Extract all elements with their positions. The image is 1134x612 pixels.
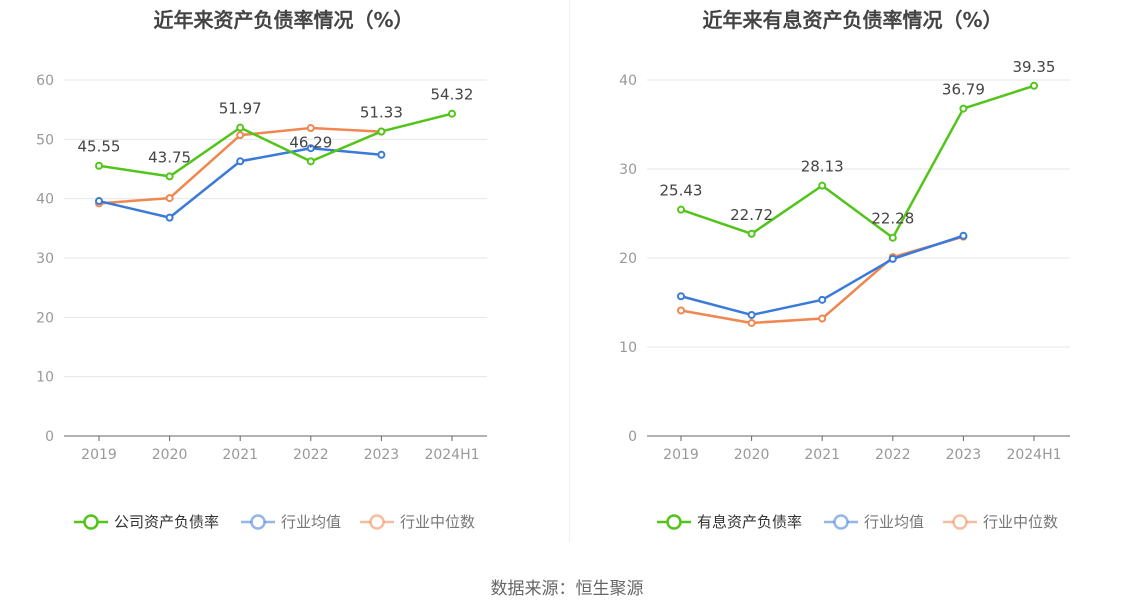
x-tick-label: 2019 bbox=[663, 447, 699, 463]
interest-bearing-liability-chart: 近年来有息资产负债率情况（%） 0 10 20 30 40 2019 2020 2021 202… bbox=[571, 0, 1134, 560]
data-source-value: 恒生聚源 bbox=[575, 579, 644, 599]
series-line bbox=[680, 84, 1035, 239]
data-label: 22.28 bbox=[871, 210, 914, 228]
data-label: 54.32 bbox=[431, 86, 474, 104]
legend-item: 行业均值 bbox=[241, 513, 341, 531]
data-point bbox=[747, 229, 756, 238]
data-point bbox=[306, 157, 315, 166]
data-label: 43.75 bbox=[148, 148, 191, 166]
legend-label: 行业中位数 bbox=[400, 513, 475, 531]
legend-marker bbox=[666, 514, 682, 530]
data-point bbox=[747, 318, 756, 327]
data-point bbox=[306, 144, 315, 153]
data-point bbox=[677, 306, 685, 315]
legend-marker bbox=[833, 514, 849, 530]
data-point bbox=[888, 233, 897, 242]
chart-title: 近年来资产负债率情况（%） bbox=[153, 8, 414, 32]
data-label: 46.29 bbox=[289, 133, 332, 151]
data-label: 39.35 bbox=[1013, 58, 1056, 76]
y-tick-label: 20 bbox=[619, 251, 637, 267]
data-point bbox=[377, 127, 386, 136]
data-source: 数据来源：恒生聚源 bbox=[0, 574, 1134, 599]
data-label: 25.43 bbox=[660, 182, 703, 200]
data-point bbox=[236, 157, 245, 166]
x-tick-label: 2020 bbox=[152, 447, 188, 463]
data-point bbox=[377, 150, 386, 159]
y-tick-label: 0 bbox=[45, 429, 54, 445]
data-point bbox=[1030, 81, 1038, 90]
y-tick-label: 10 bbox=[36, 370, 54, 386]
data-point bbox=[236, 131, 245, 140]
x-tick-label: 2024H1 bbox=[1006, 447, 1061, 463]
legend-item: 行业中位数 bbox=[943, 513, 1058, 531]
asset-liability-plot: 0 10 20 30 40 50 60 2019 2020 2021 2022 2023 2024H1 4… bbox=[36, 73, 487, 531]
data-label: 28.13 bbox=[801, 158, 844, 176]
y-tick-label: 60 bbox=[36, 73, 54, 89]
data-point bbox=[165, 213, 174, 222]
data-label: 45.55 bbox=[78, 138, 121, 156]
x-tick-label: 2019 bbox=[81, 447, 117, 463]
y-tick-label: 10 bbox=[619, 340, 637, 356]
series-line bbox=[98, 112, 453, 178]
y-tick-label: 40 bbox=[36, 192, 54, 208]
legend-marker bbox=[250, 514, 266, 530]
x-tick-label: 2022 bbox=[293, 447, 329, 463]
data-point bbox=[818, 181, 827, 190]
data-label: 22.72 bbox=[730, 206, 773, 224]
y-tick-label: 50 bbox=[36, 132, 54, 148]
legend-item: 行业均值 bbox=[824, 513, 924, 531]
data-label: 51.33 bbox=[360, 103, 403, 121]
y-tick-label: 30 bbox=[36, 251, 54, 267]
data-point bbox=[747, 310, 756, 319]
data-label: 36.79 bbox=[942, 81, 985, 99]
x-tick-label: 2023 bbox=[946, 447, 982, 463]
legend-label: 行业中位数 bbox=[983, 513, 1058, 531]
data-label: 51.97 bbox=[219, 100, 262, 118]
y-tick-label: 40 bbox=[619, 73, 637, 89]
data-point bbox=[888, 254, 897, 263]
legend-label: 有息资产负债率 bbox=[697, 513, 802, 531]
legend-item: 行业中位数 bbox=[360, 513, 475, 531]
x-tick-label: 2022 bbox=[875, 447, 911, 463]
panel-divider bbox=[569, 0, 570, 542]
data-point bbox=[677, 292, 685, 301]
x-tick-label: 2021 bbox=[804, 447, 840, 463]
data-point bbox=[818, 314, 827, 323]
legend-marker bbox=[369, 514, 385, 530]
data-source-label: 数据来源： bbox=[490, 579, 576, 599]
x-tick-label: 2021 bbox=[222, 447, 258, 463]
legend-label: 行业均值 bbox=[864, 513, 924, 531]
data-point bbox=[236, 123, 245, 132]
legend-label: 行业均值 bbox=[281, 513, 341, 531]
legend-label: 公司资产负债率 bbox=[114, 513, 219, 531]
data-point bbox=[165, 172, 174, 181]
x-tick-label: 2023 bbox=[364, 447, 400, 463]
y-tick-label: 0 bbox=[628, 429, 637, 445]
interest-bearing-liability-plot: 0 10 20 30 40 2019 2020 2021 2022 2023 2024H1 25.43… bbox=[619, 58, 1070, 531]
x-tick-label: 2024H1 bbox=[424, 447, 479, 463]
data-point bbox=[165, 194, 174, 203]
y-tick-label: 30 bbox=[619, 162, 637, 178]
data-point bbox=[95, 197, 103, 206]
data-point bbox=[95, 161, 103, 170]
y-tick-label: 20 bbox=[36, 310, 54, 326]
data-point bbox=[306, 124, 315, 133]
x-tick-label: 2020 bbox=[734, 447, 770, 463]
data-point bbox=[959, 231, 968, 240]
data-point bbox=[677, 205, 685, 214]
asset-liability-chart: 近年来资产负债率情况（%） 0 10 20 30 40 50 60 2019 2020 2021 2… bbox=[0, 0, 567, 560]
data-point bbox=[818, 295, 827, 304]
legend-marker bbox=[83, 514, 99, 530]
legend-item: 有息资产负债率 bbox=[657, 513, 802, 531]
data-point bbox=[448, 109, 456, 118]
data-point bbox=[959, 104, 968, 113]
legend-item: 公司资产负债率 bbox=[74, 513, 219, 531]
chart-title: 近年来有息资产负债率情况（%） bbox=[702, 8, 1003, 32]
legend-marker bbox=[952, 514, 968, 530]
